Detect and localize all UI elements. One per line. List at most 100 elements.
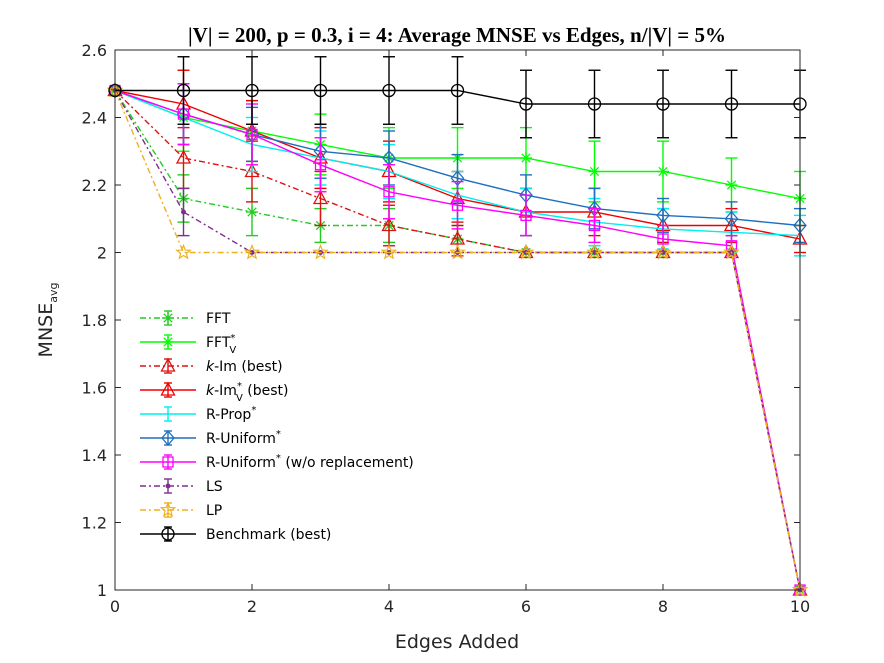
legend-marker <box>162 312 174 324</box>
legend-label: k-Im* V (best) <box>206 381 288 404</box>
data-point <box>313 83 328 98</box>
legend-label-subscript: V <box>229 345 236 356</box>
legend-label: LS <box>206 479 223 495</box>
legend-label-part: -Im <box>214 383 237 399</box>
data-point <box>520 209 532 222</box>
x-tick-label: 10 <box>790 597 810 616</box>
legend-label-part: R-Uniform <box>206 431 276 447</box>
error-bar <box>657 69 669 139</box>
data-point <box>588 219 601 232</box>
legend-label: FFT <box>206 311 231 327</box>
legend-item: FFT <box>140 310 231 327</box>
legend-label-part: FFT <box>206 311 231 327</box>
legend-label-superscript: * <box>237 381 242 392</box>
legend-label-superscript: * <box>276 429 281 440</box>
legend-label-part: (w/o replacement) <box>281 455 414 471</box>
data-point <box>520 152 532 164</box>
error-bar <box>451 180 464 230</box>
data-point <box>246 128 258 141</box>
legend-label-part: LS <box>206 479 223 495</box>
y-tick-label: 1.8 <box>82 311 107 330</box>
data-point <box>656 207 670 224</box>
series-layer <box>106 56 809 598</box>
data-point <box>244 163 260 178</box>
series-9 <box>108 56 807 139</box>
data-point <box>450 83 465 98</box>
legend-label-part: R-Prop <box>206 407 251 423</box>
error-bar <box>725 69 738 139</box>
legend-item: k-Im (best) <box>140 357 283 375</box>
data-point <box>451 199 464 211</box>
x-tick-label: 8 <box>658 597 668 616</box>
y-tick-label: 1.6 <box>82 379 107 398</box>
legend-label-superscript: * <box>276 453 281 464</box>
tick-layer: 0 2 4 6 8 10 1 1.2 1.4 1.6 1.8 2 2.2 2.4 2.6 <box>82 41 811 616</box>
y-tick-label: 1.4 <box>82 446 107 465</box>
legend-label: FFT* V <box>206 333 236 356</box>
legend-label-part: (best) <box>243 383 289 399</box>
error-bar <box>177 56 190 125</box>
legend-item: k-Im* V (best) <box>140 381 288 404</box>
data-point <box>654 243 672 260</box>
error-bar <box>246 56 258 125</box>
series-6 <box>109 83 806 596</box>
legend-item: FFT* V <box>140 333 236 356</box>
x-tick-label: 4 <box>384 597 394 616</box>
data-point <box>791 581 809 598</box>
data-point <box>312 190 329 205</box>
legend-label-part: LP <box>206 503 222 519</box>
legend-label: k-Im (best) <box>206 359 283 375</box>
legend-label-part: k <box>206 383 215 399</box>
data-point <box>518 244 534 259</box>
legend-label-superscript: * <box>230 333 235 344</box>
legend-marker <box>161 430 175 446</box>
data-point <box>724 210 739 227</box>
error-bar <box>520 194 532 237</box>
legend-label-part: Benchmark (best) <box>206 527 331 543</box>
legend-item: R-Uniform* (w/o replacement) <box>140 453 414 471</box>
legend-label: Benchmark (best) <box>206 527 331 543</box>
data-point <box>383 186 395 198</box>
data-point <box>588 165 601 178</box>
error-bar <box>588 207 601 244</box>
legend-error-bar <box>164 526 172 542</box>
x-tick-label: 2 <box>247 597 257 616</box>
data-point <box>723 244 740 259</box>
legend-item: LP <box>140 501 222 519</box>
data-point <box>655 244 671 259</box>
data-point <box>656 97 670 111</box>
data-point <box>380 243 398 260</box>
legend-label: LP <box>206 503 222 519</box>
legend-label: R-Uniform* (w/o replacement) <box>206 453 414 471</box>
y-tick-label: 2.4 <box>82 109 107 128</box>
data-point <box>175 243 192 260</box>
legend-marker <box>165 483 171 489</box>
series-line <box>114 90 801 591</box>
x-tick-label: 0 <box>110 597 120 616</box>
y-tick-label: 2.6 <box>82 41 107 60</box>
y-axis-label: MNSEavg <box>35 283 60 358</box>
data-point <box>243 243 261 260</box>
data-point <box>724 97 739 111</box>
legend-label: R-Uniform* <box>206 429 281 447</box>
data-point <box>181 209 186 215</box>
error-bar <box>383 164 395 220</box>
legend-marker <box>162 336 174 348</box>
error-bar <box>451 56 464 125</box>
data-point <box>176 83 191 98</box>
chart-title: |V| = 200, p = 0.3, i = 4: Average MNSE … <box>188 23 726 47</box>
legend-label-part: FFT <box>206 335 231 351</box>
data-point <box>587 97 602 111</box>
data-point <box>723 243 740 260</box>
y-axis-label-main: MNSE <box>35 303 57 358</box>
data-point <box>314 159 327 171</box>
legend-item: R-Prop* <box>140 405 256 423</box>
legend-marker <box>160 381 176 396</box>
legend-label-superscript: * <box>251 405 256 416</box>
data-point <box>657 165 669 178</box>
y-tick-label: 1 <box>97 581 107 600</box>
data-point <box>517 243 535 260</box>
error-bar <box>588 69 601 139</box>
data-point <box>382 83 396 98</box>
